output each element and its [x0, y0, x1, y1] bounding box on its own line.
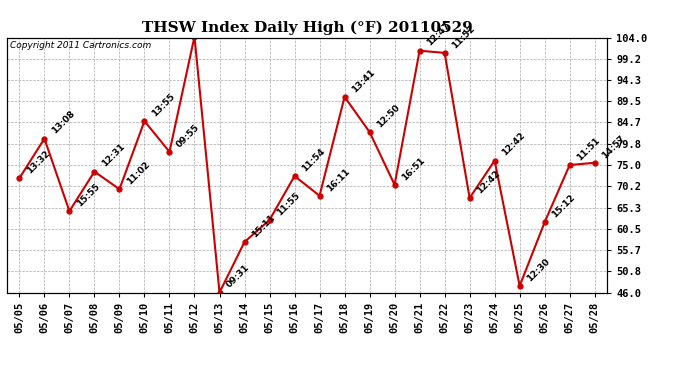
Text: 13:08: 13:08 [50, 110, 77, 136]
Text: 11:51: 11:51 [575, 136, 602, 162]
Text: 13:32: 13:32 [25, 149, 52, 176]
Text: 11:54: 11:54 [300, 147, 327, 173]
Text: 12:50: 12:50 [375, 103, 402, 129]
Title: THSW Index Daily High (°F) 20110529: THSW Index Daily High (°F) 20110529 [141, 21, 473, 35]
Text: 13:41: 13:41 [350, 68, 377, 94]
Text: 13:14: 13:14 [0, 374, 1, 375]
Text: 16:51: 16:51 [400, 155, 426, 182]
Text: Copyright 2011 Cartronics.com: Copyright 2011 Cartronics.com [10, 41, 151, 50]
Text: 15:55: 15:55 [75, 182, 101, 209]
Text: 09:55: 09:55 [175, 122, 201, 149]
Text: 09:31: 09:31 [225, 263, 252, 290]
Text: 15:12: 15:12 [550, 193, 577, 219]
Text: 11:52: 11:52 [450, 24, 477, 50]
Text: 12:30: 12:30 [525, 256, 552, 283]
Text: 15:11: 15:11 [250, 213, 277, 239]
Text: 13:55: 13:55 [150, 92, 177, 118]
Text: 12:42: 12:42 [500, 131, 527, 158]
Text: 12:42: 12:42 [475, 168, 502, 195]
Text: 14:57: 14:57 [600, 133, 627, 160]
Text: 11:02: 11:02 [125, 160, 152, 186]
Text: 12:31: 12:31 [100, 142, 126, 169]
Text: 12:47: 12:47 [425, 21, 452, 48]
Text: 11:55: 11:55 [275, 190, 302, 217]
Text: 16:11: 16:11 [325, 166, 352, 193]
